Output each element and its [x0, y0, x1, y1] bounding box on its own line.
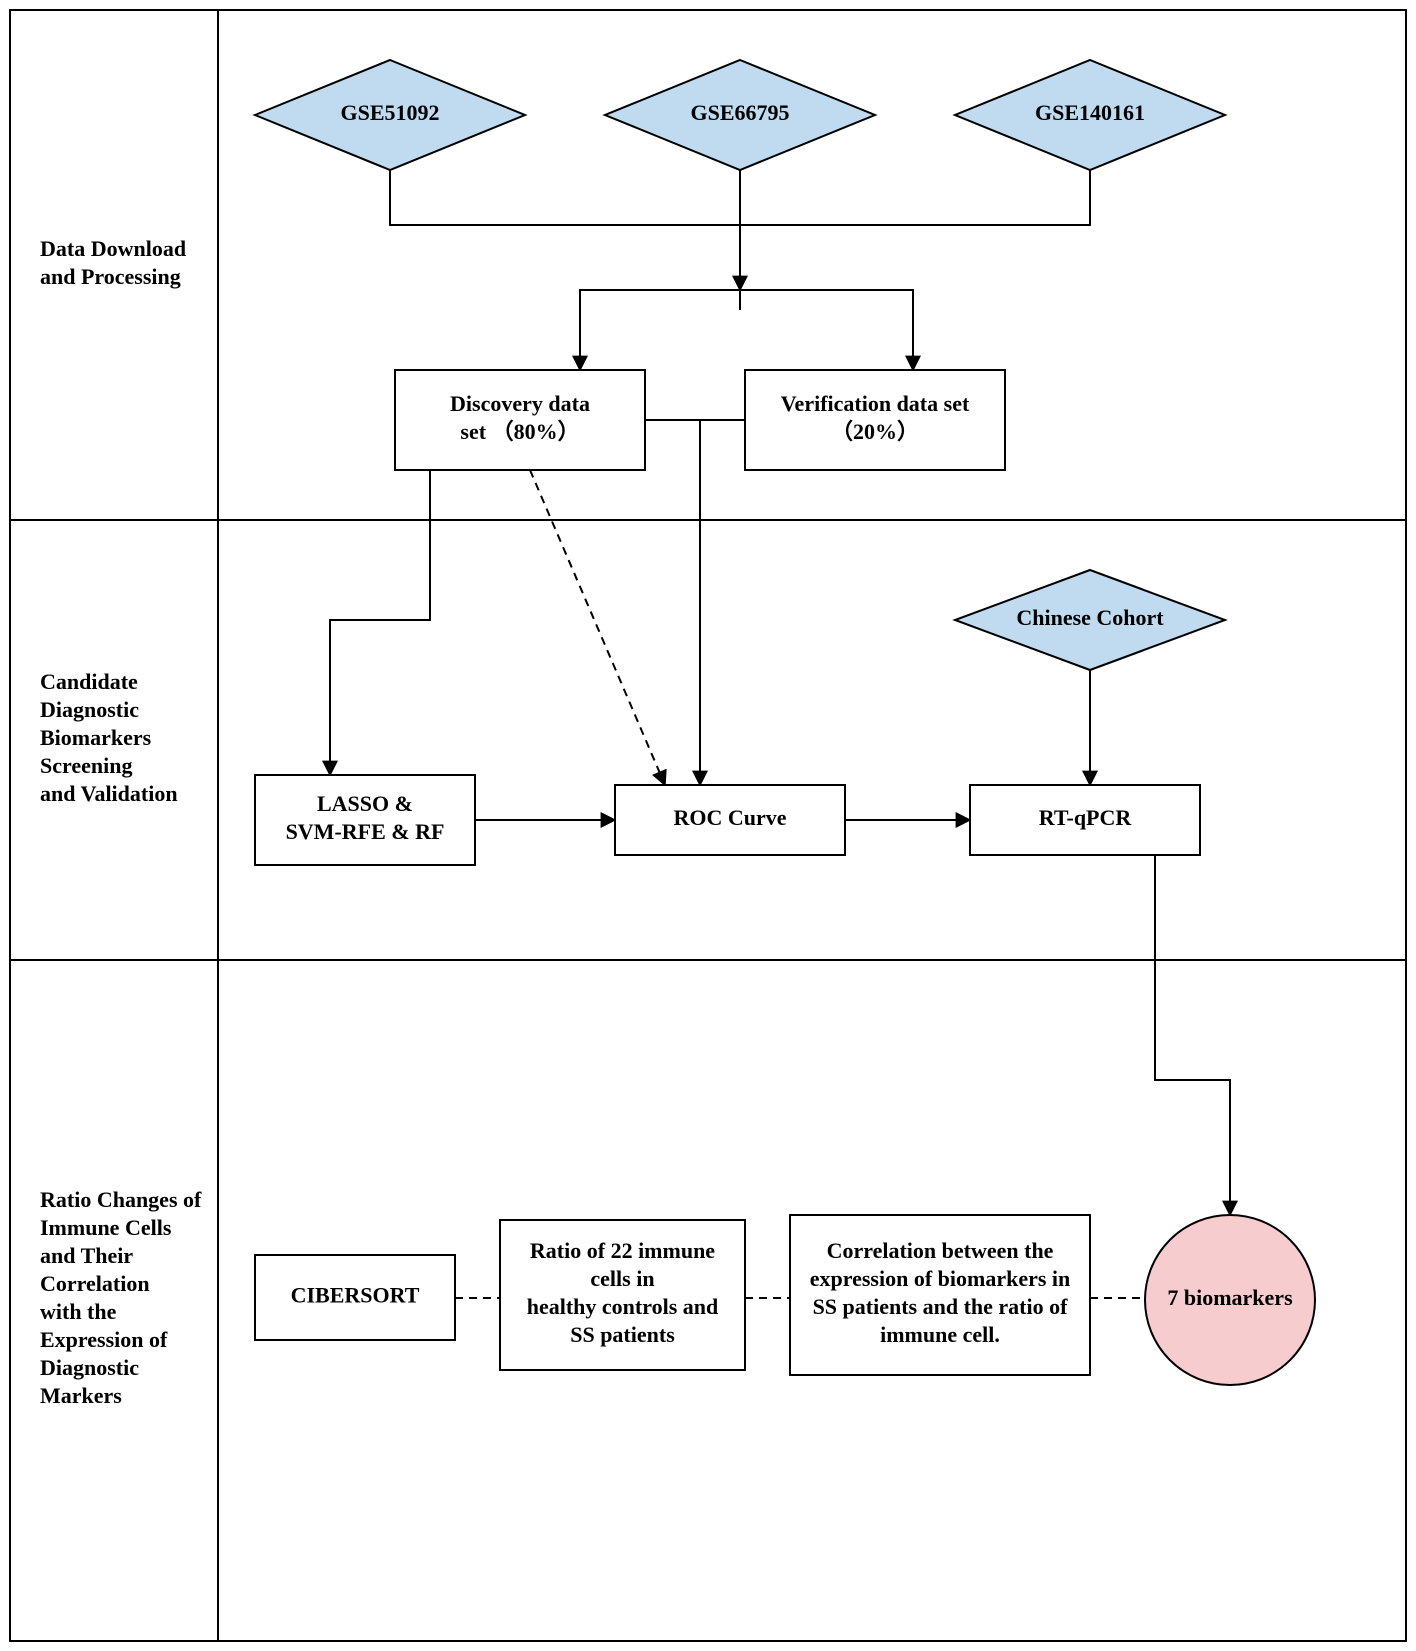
row2-label: Diagnostic [40, 697, 139, 722]
row2-label: and Validation [40, 781, 178, 806]
row3-label: with the [40, 1299, 117, 1324]
b-correlation-label: expression of biomarkers in [810, 1266, 1071, 1291]
b-verification-label: （20%） [831, 419, 919, 444]
row1-label: and Processing [40, 264, 181, 289]
row3-label: Diagnostic [40, 1355, 139, 1380]
b-correlation-label: SS patients and the ratio of [813, 1294, 1069, 1319]
b-correlation-label: immune cell. [880, 1322, 1000, 1347]
row3-label: Ratio Changes of [40, 1187, 202, 1212]
b-ratio22-label: SS patients [570, 1322, 675, 1347]
b-ratio22-label: Ratio of 22 immune [530, 1238, 715, 1263]
e-disc-roc-dashed [530, 470, 665, 785]
row3-label: and Their [40, 1243, 133, 1268]
b-lasso-label: LASSO & [317, 791, 413, 816]
e-disc-lasso [330, 470, 430, 775]
b-discovery-label: Discovery data [450, 391, 590, 416]
b-roc-label: ROC Curve [673, 805, 786, 830]
row1-label: Data Download [40, 236, 186, 261]
d-gse140161-label: GSE140161 [1035, 100, 1145, 125]
c-7bio-label: 7 biomarkers [1167, 1285, 1293, 1310]
d-gse66795-label: GSE66795 [690, 100, 789, 125]
row3-label: Markers [40, 1383, 122, 1408]
b-discovery-label: set （80%） [460, 419, 579, 444]
b-rtqpcr-label: RT-qPCR [1039, 805, 1133, 830]
b-ratio22-label: cells in [590, 1266, 654, 1291]
row3-label: Immune Cells [40, 1215, 172, 1240]
row2-label: Candidate [40, 669, 138, 694]
b-ratio22-label: healthy controls and [527, 1294, 719, 1319]
row3-label: Correlation [40, 1271, 150, 1296]
row2-label: Biomarkers [40, 725, 152, 750]
b-cibersort-label: CIBERSORT [291, 1283, 420, 1308]
e-rtq-7bio [1155, 855, 1230, 1215]
b-correlation-label: Correlation between the [827, 1238, 1054, 1263]
b-verification-label: Verification data set [781, 391, 970, 416]
d-gse51092-label: GSE51092 [340, 100, 439, 125]
d-chinese-label: Chinese Cohort [1016, 605, 1164, 630]
row2-label: Screening [40, 753, 132, 778]
b-lasso-label: SVM-RFE & RF [286, 819, 445, 844]
e3 [580, 290, 913, 310]
row3-label: Expression of [40, 1327, 168, 1352]
